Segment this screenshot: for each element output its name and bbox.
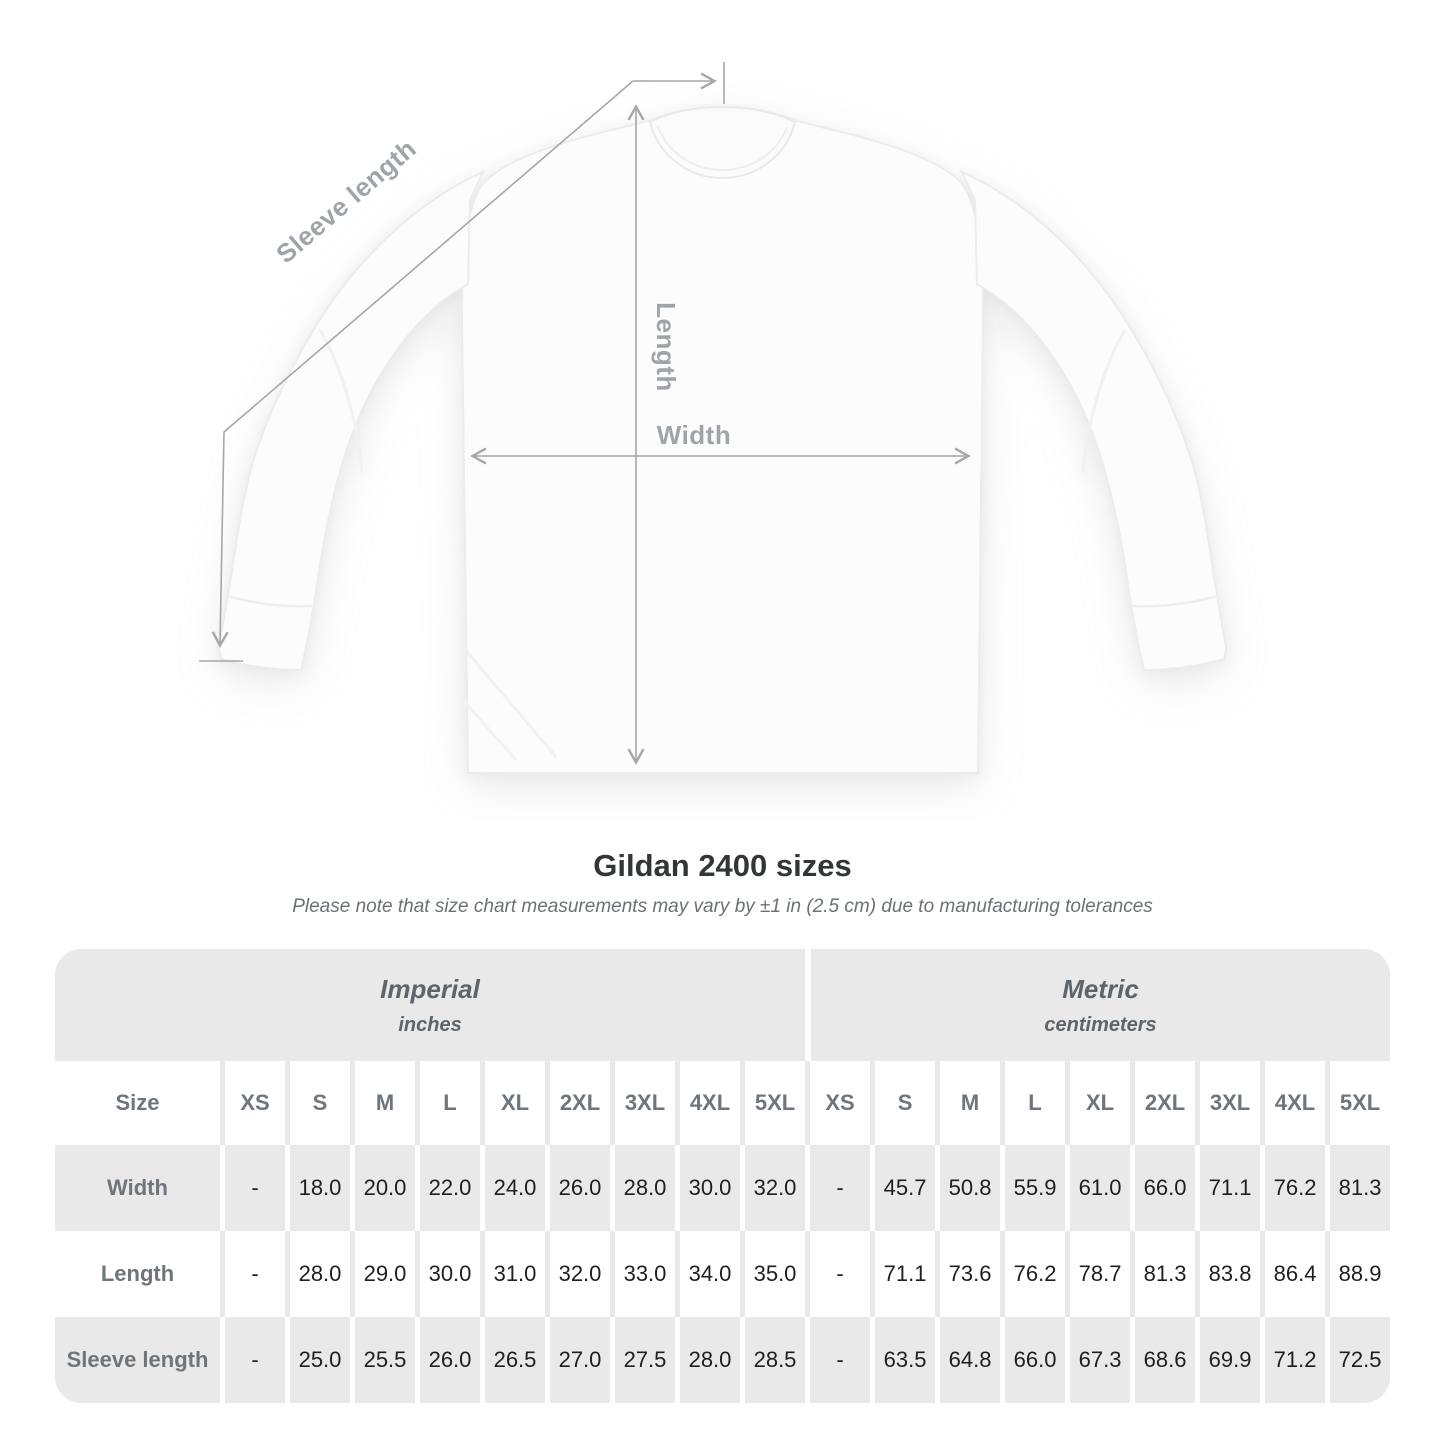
table-cell: 35.0 <box>740 1231 806 1317</box>
table-cell: - <box>220 1317 285 1403</box>
table-cell: 26.5 <box>480 1317 545 1403</box>
size-header: XL <box>480 1061 545 1145</box>
row-label-sleeve-length: Sleeve length <box>55 1317 220 1403</box>
size-header: S <box>870 1061 936 1145</box>
table-cell: 83.8 <box>1195 1231 1261 1317</box>
table-cell: 28.0 <box>675 1317 740 1403</box>
table-cell: 71.1 <box>1195 1145 1261 1231</box>
table-cell: 66.0 <box>1130 1145 1196 1231</box>
imperial-group-header: Imperial inches <box>55 949 806 1061</box>
size-header: XS <box>220 1061 285 1145</box>
table-cell: 32.0 <box>740 1145 806 1231</box>
table-cell: - <box>220 1145 285 1231</box>
tolerance-note: Please note that size chart measurements… <box>292 896 1153 917</box>
table-cell: 76.2 <box>1000 1231 1066 1317</box>
table-cell: - <box>805 1145 871 1231</box>
table-cell: 30.0 <box>415 1231 480 1317</box>
table-cell: - <box>805 1231 871 1317</box>
size-header: XL <box>1065 1061 1131 1145</box>
size-header: M <box>935 1061 1001 1145</box>
table-cell: 25.5 <box>350 1317 415 1403</box>
size-header: XS <box>805 1061 871 1145</box>
table-cell: 25.0 <box>285 1317 350 1403</box>
table-cell: 28.0 <box>610 1145 675 1231</box>
table-cell: 86.4 <box>1260 1231 1326 1317</box>
table-cell: 28.0 <box>285 1231 350 1317</box>
row-label-width: Width <box>55 1145 220 1231</box>
table-cell: 20.0 <box>350 1145 415 1231</box>
table-cell: 61.0 <box>1065 1145 1131 1231</box>
table-cell: 72.5 <box>1325 1317 1391 1403</box>
table-cell: 27.5 <box>610 1317 675 1403</box>
sleeve-length-arrow <box>211 80 634 648</box>
size-column-header: Size <box>55 1061 220 1145</box>
size-header: 3XL <box>610 1061 675 1145</box>
row-label-length: Length <box>55 1231 220 1317</box>
table-cell: 27.0 <box>545 1317 610 1403</box>
length-label: Length <box>651 302 681 392</box>
size-header: 5XL <box>1325 1061 1391 1145</box>
size-header: S <box>285 1061 350 1145</box>
metric-group-unit: centimeters <box>1044 1013 1157 1036</box>
table-cell: 66.0 <box>1000 1317 1066 1403</box>
shirt-illustration <box>217 105 1228 774</box>
size-header: 4XL <box>675 1061 740 1145</box>
table-cell: 31.0 <box>480 1231 545 1317</box>
table-cell: 33.0 <box>610 1231 675 1317</box>
table-cell: 78.7 <box>1065 1231 1131 1317</box>
table-cell: 81.3 <box>1325 1145 1391 1231</box>
table-cell: 45.7 <box>870 1145 936 1231</box>
page-title: Gildan 2400 sizes <box>593 848 852 883</box>
table-cell: 55.9 <box>1000 1145 1066 1231</box>
size-chart-table: Imperial inches Metric centimeters Size … <box>55 949 1391 1403</box>
size-header: 2XL <box>545 1061 610 1145</box>
size-header: 4XL <box>1260 1061 1326 1145</box>
table-cell: - <box>805 1317 871 1403</box>
table-cell: 69.9 <box>1195 1317 1261 1403</box>
table-cell: 34.0 <box>675 1231 740 1317</box>
unit-group-row: Imperial inches Metric centimeters <box>55 949 1391 1061</box>
table-cell: 76.2 <box>1260 1145 1326 1231</box>
table-cell: 67.3 <box>1065 1317 1131 1403</box>
table-cell: 88.9 <box>1325 1231 1391 1317</box>
table-cell: 68.6 <box>1130 1317 1196 1403</box>
size-header: 2XL <box>1130 1061 1196 1145</box>
table-row-length: Length - 28.0 29.0 30.0 31.0 32.0 33.0 3… <box>55 1231 1391 1317</box>
imperial-group-unit: inches <box>398 1013 462 1036</box>
table-cell: 81.3 <box>1130 1231 1196 1317</box>
table-cell: 63.5 <box>870 1317 936 1403</box>
table-cell: 30.0 <box>675 1145 740 1231</box>
shirt-measurement-diagram: Sleeve length Length Width <box>199 62 1228 774</box>
table-cell: 26.0 <box>545 1145 610 1231</box>
size-header: L <box>1000 1061 1066 1145</box>
table-cell: 73.6 <box>935 1231 1001 1317</box>
size-header: 3XL <box>1195 1061 1261 1145</box>
table-cell: 64.8 <box>935 1317 1001 1403</box>
width-label: Width <box>657 420 731 450</box>
table-cell: 29.0 <box>350 1231 415 1317</box>
table-cell: 50.8 <box>935 1145 1001 1231</box>
table-cell: 26.0 <box>415 1317 480 1403</box>
metric-group-label: Metric <box>1062 973 1139 1004</box>
table-cell: 24.0 <box>480 1145 545 1231</box>
table-cell: 71.2 <box>1260 1317 1326 1403</box>
table-cell: 32.0 <box>545 1231 610 1317</box>
size-header-row: Size XS S M L XL 2XL 3XL 4XL 5XL XS S M … <box>55 1061 1391 1145</box>
table-cell: 18.0 <box>285 1145 350 1231</box>
size-header: L <box>415 1061 480 1145</box>
table-cell: 28.5 <box>740 1317 806 1403</box>
table-row-sleeve-length: Sleeve length - 25.0 25.5 26.0 26.5 27.0… <box>55 1317 1391 1403</box>
measurement-arrows <box>199 62 971 765</box>
size-header: 5XL <box>740 1061 806 1145</box>
table-cell: 22.0 <box>415 1145 480 1231</box>
metric-group-header: Metric centimeters <box>805 949 1391 1061</box>
size-header: M <box>350 1061 415 1145</box>
table-cell: - <box>220 1231 285 1317</box>
table-cell: 71.1 <box>870 1231 936 1317</box>
imperial-group-label: Imperial <box>380 973 480 1004</box>
table-row-width: Width - 18.0 20.0 22.0 24.0 26.0 28.0 30… <box>55 1145 1391 1231</box>
size-guide-figure: Sleeve length Length Width <box>199 62 1228 774</box>
